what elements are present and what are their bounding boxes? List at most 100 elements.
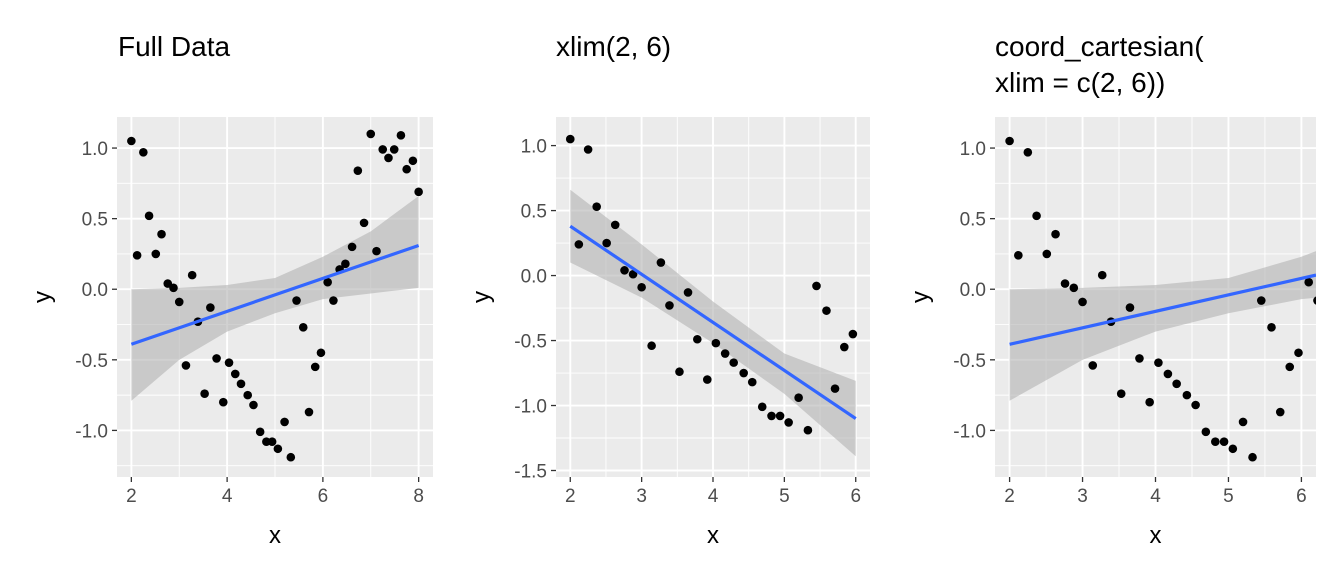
data-point [848,329,858,339]
data-point [267,437,277,447]
data-point [384,153,393,163]
data-point [341,259,350,269]
chart-panel-3: coord_cartesian(xlim = c(2, 6)) 2 3 4 5 6 -1.0… [907,31,1316,549]
data-point [1135,354,1144,363]
data-point [1304,277,1314,287]
y-tick-label: -1.0 [75,421,108,442]
x-axis-title: x [269,522,281,549]
x-tick-label: 2 [565,486,576,507]
data-point [822,306,831,315]
data-point [1238,417,1248,427]
data-point [353,166,363,175]
data-point [794,393,803,403]
data-point [243,390,253,400]
x-tick-label: 2 [126,486,137,507]
confidence-band [131,196,419,401]
data-point [675,367,684,377]
data-point [812,281,821,291]
data-point [249,400,258,410]
data-point [157,229,166,239]
y-tick-label: 0.5 [960,210,986,231]
data-point [1125,303,1135,312]
regression-line [130,243,420,346]
data-point [187,270,197,280]
data-point [255,427,265,437]
data-point [610,220,620,230]
data-point [1097,270,1107,280]
data-point [1285,362,1295,372]
chart-title-line: Full Data [118,31,230,62]
data-point [181,361,191,370]
data-point [574,240,584,249]
chart-title-line: xlim = c(2, 6)) [995,67,1165,98]
x-tick-label: 6 [318,486,329,507]
data-point [230,369,240,379]
data-point [1005,136,1014,146]
data-point [1116,389,1126,399]
chart-title-line: xlim(2, 6) [556,31,671,62]
data-point [747,377,757,387]
data-point [1060,279,1070,288]
y-tick-label: 0.5 [82,210,108,231]
data-point [206,303,215,312]
data-point [1088,361,1098,370]
x-tick-label: 4 [708,486,719,507]
y-tick-label: 1.0 [82,139,108,160]
data-point [1248,452,1257,462]
data-point [720,349,730,358]
y-tick-label: -0.5 [514,332,547,353]
y-tick-label: -0.5 [75,351,108,372]
data-point [378,145,388,154]
data-point [347,242,357,252]
y-tick-label: 0.0 [521,267,547,288]
data-point [1313,296,1316,305]
data-point [1211,437,1220,447]
data-point [132,251,142,260]
x-axis-title: x [1150,522,1162,549]
data-point [298,323,308,332]
data-point [1023,147,1033,157]
x-tick-label: 3 [1077,486,1088,507]
data-point [280,417,289,427]
data-point [323,277,332,287]
data-point [739,368,748,378]
data-point [656,258,666,267]
x-tick-label: 8 [413,486,424,507]
data-point [359,218,369,228]
data-point [1032,211,1041,221]
data-point [620,266,629,275]
data-point [408,156,418,166]
data-point [1228,444,1238,454]
chart-panel-1: Full Data 2 4 6 8 -1.0 -0.5 0.0 0.5 1.0 x y [29,31,433,549]
data-point [702,375,712,384]
x-tick-label: 2 [1004,486,1015,507]
data-point [693,334,702,344]
data-point [329,296,338,305]
data-point [840,342,849,352]
y-tick-label: 0.5 [521,202,547,223]
data-point [1069,283,1079,293]
data-point [1042,249,1052,259]
data-point [304,407,314,417]
data-point [803,425,813,435]
data-point [628,269,638,279]
data-point [583,145,593,154]
chart-panel-2: xlim(2, 6) 2 3 4 5 6 -1.5 -1.0 -0.5 0.0 0.5 1.0 x y [468,31,870,549]
confidence-band [1009,251,1316,401]
data-point [372,246,381,256]
data-point [389,145,399,154]
y-tick-label: 0.0 [960,280,986,301]
data-point [402,164,411,174]
regression-line [1009,273,1316,346]
y-tick-label: -1.0 [953,421,986,442]
data-point [1182,390,1192,400]
data-point [1172,379,1181,389]
data-point [637,282,646,292]
data-point [144,211,154,221]
data-point [316,348,326,358]
data-point [592,202,601,211]
data-point [729,358,738,367]
data-point [273,444,283,454]
data-point [139,147,148,157]
